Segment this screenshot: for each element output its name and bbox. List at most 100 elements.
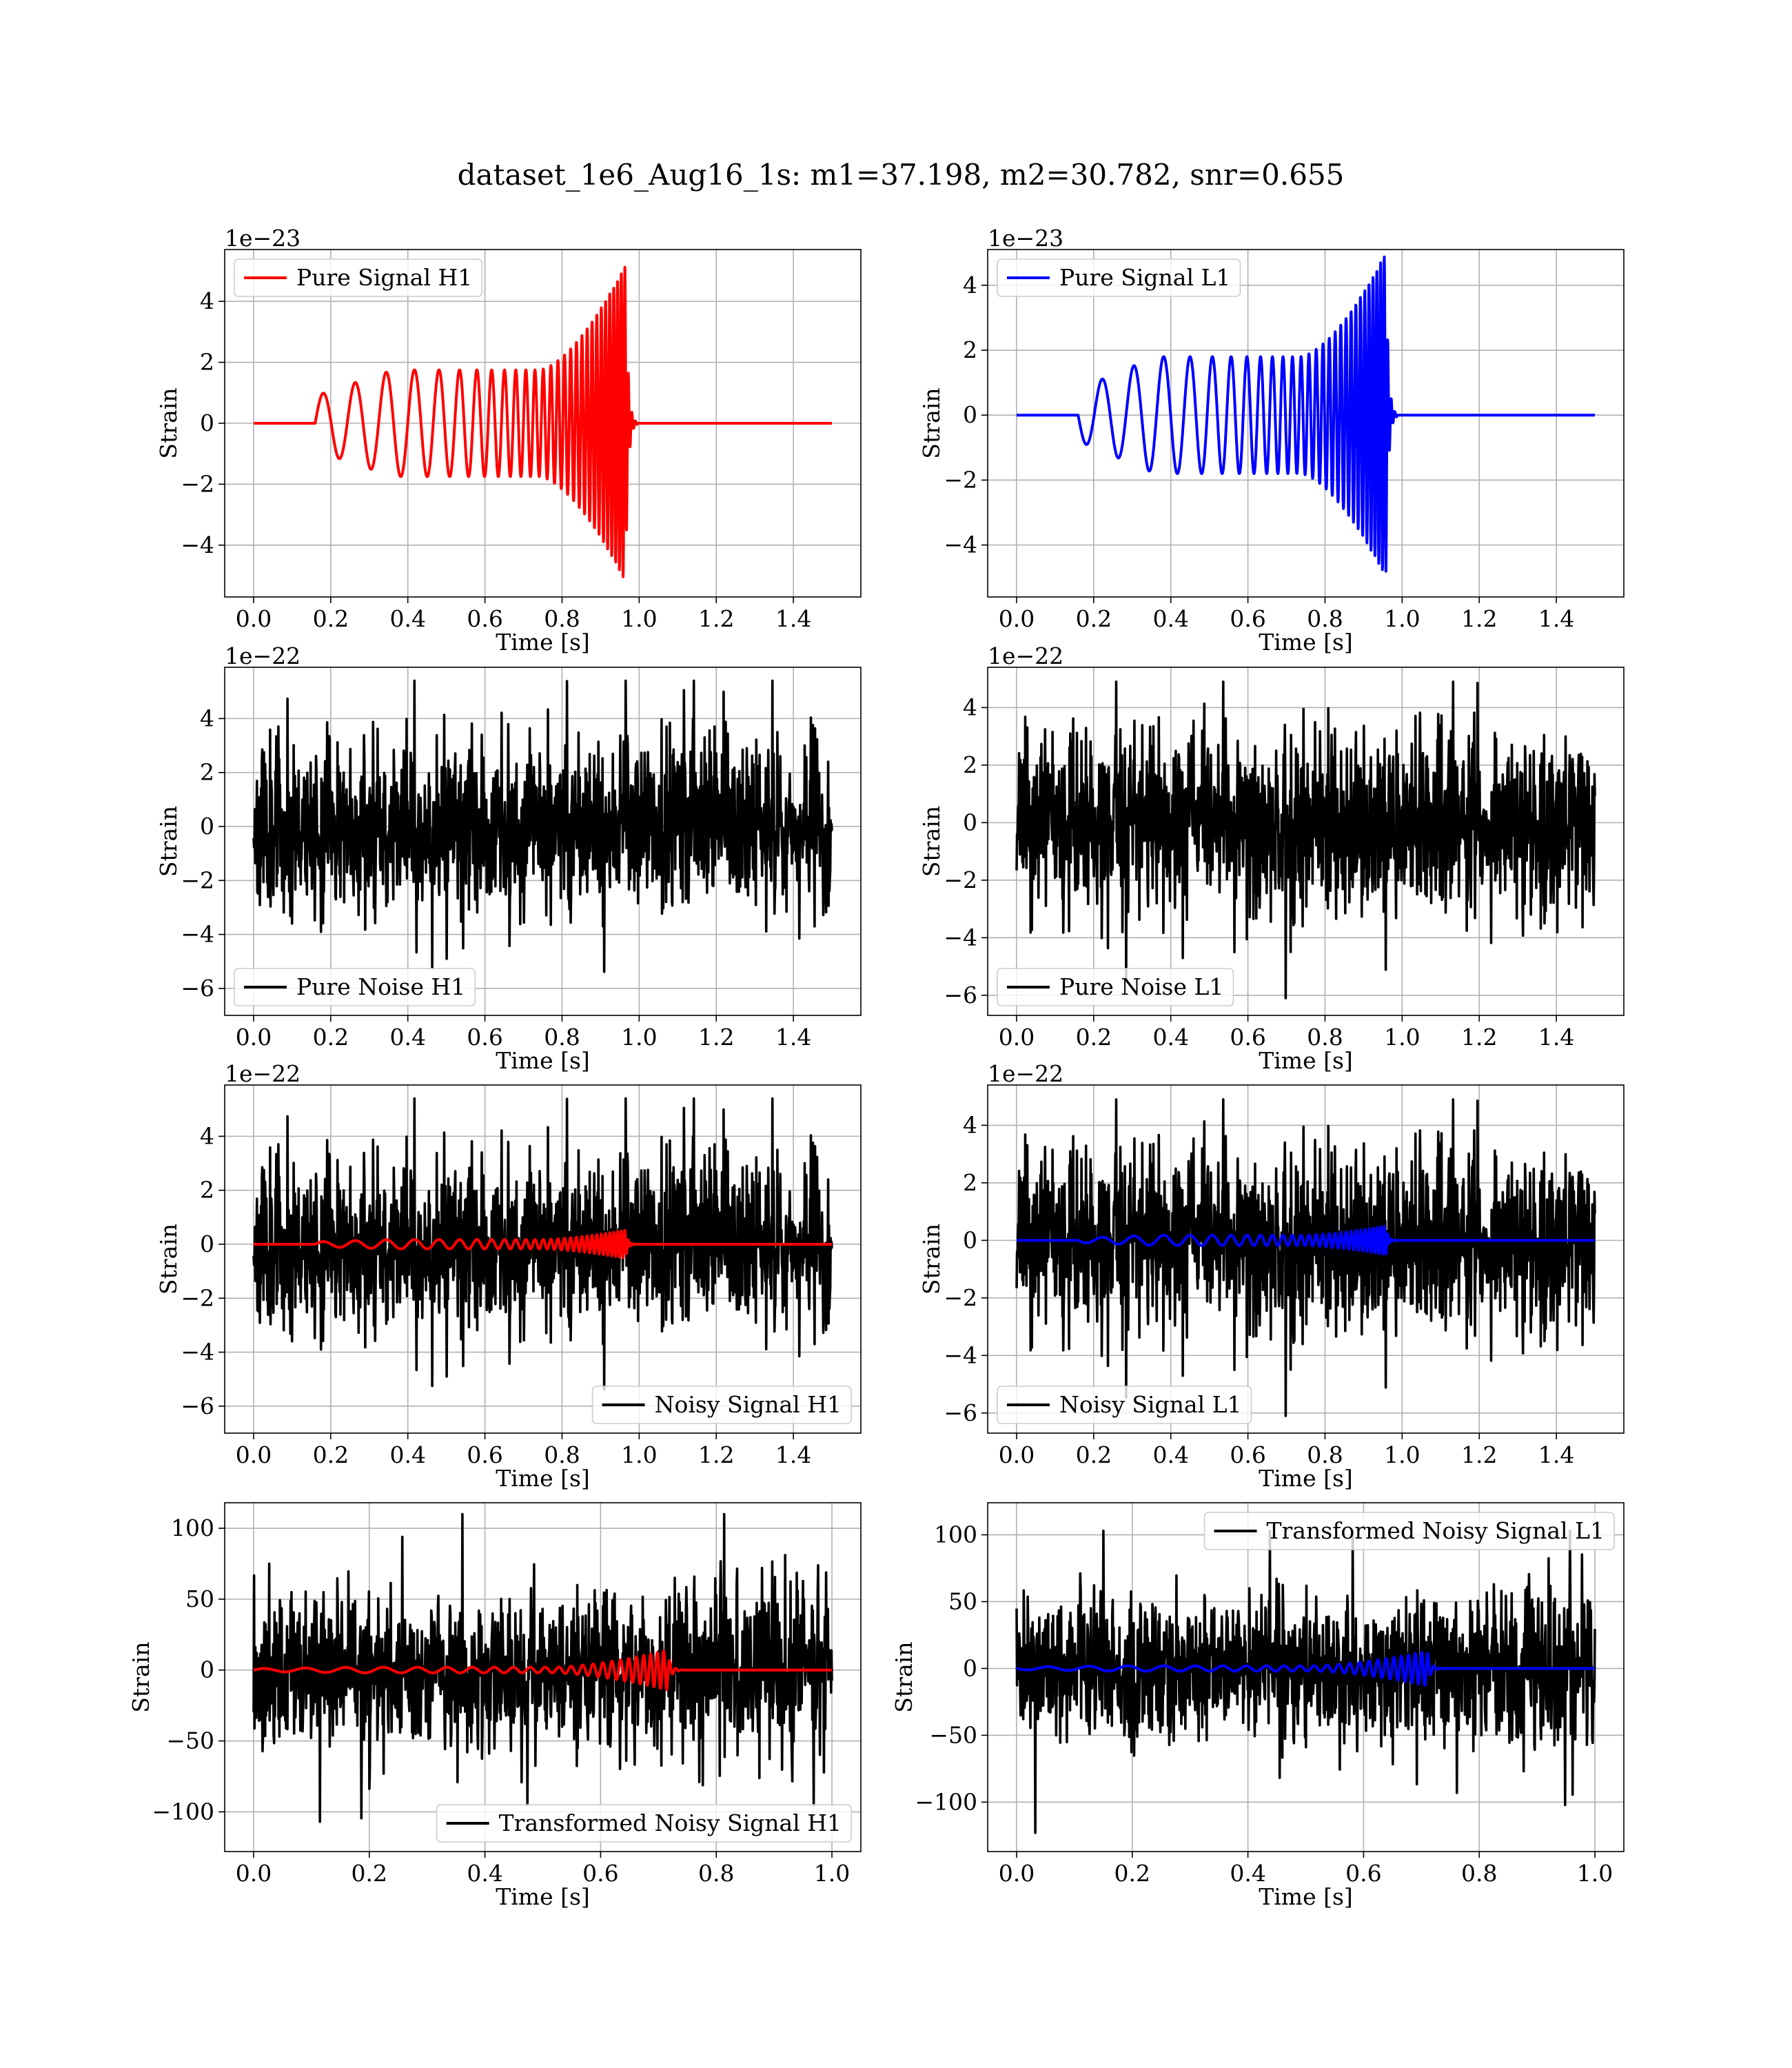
y-tick-label: 0 xyxy=(200,409,214,436)
x-tick-label: 0.2 xyxy=(1076,605,1112,632)
x-tick-label: 0.0 xyxy=(236,605,272,632)
y-axis-label: Strain xyxy=(918,806,945,877)
x-tick-label: 0.0 xyxy=(999,1860,1035,1887)
y-tick-label: 0 xyxy=(963,1226,977,1253)
legend: Noisy Signal H1 xyxy=(591,1386,852,1424)
legend: Transformed Noisy Signal L1 xyxy=(1203,1512,1615,1550)
x-tick-label: 0.4 xyxy=(389,1441,425,1468)
x-tick-label: 0.0 xyxy=(999,1024,1035,1051)
y-tick-label: −4 xyxy=(944,1341,977,1368)
x-tick-label: 1.0 xyxy=(621,1441,657,1468)
y-tick-label: 2 xyxy=(200,759,214,786)
offset-text: 1e−23 xyxy=(225,225,301,252)
x-tick-label: 1.4 xyxy=(1538,605,1574,632)
axes-frame xyxy=(987,1084,1625,1434)
subplot-pure-noise-l1: 0.0 0.2 0.4 0.6 0.8 1.0 1.2 1.4 −6 −4 −2 0 2 4 Time [s… xyxy=(918,642,1625,1074)
x-tick-label: 0.2 xyxy=(313,1024,349,1051)
subplot-grid: 0.0 0.2 0.4 0.6 0.8 1.0 1.2 1.4 −4 −2 0 2 4 Time [s] S… xyxy=(128,225,1625,1910)
y-tick-label: 4 xyxy=(200,287,214,314)
y-tick-label: 4 xyxy=(200,704,214,731)
y-tick-label: −100 xyxy=(152,1798,214,1825)
series-line-noise-0 xyxy=(252,1097,833,1391)
x-tick-label: 1.4 xyxy=(775,1024,811,1051)
x-tick-label: 1.0 xyxy=(621,1024,657,1051)
series-line-noise-0 xyxy=(1015,680,1596,1000)
plot-area xyxy=(252,1097,833,1391)
series-line-signal-0 xyxy=(252,265,833,578)
plot-area xyxy=(252,679,833,973)
legend: Pure Noise H1 xyxy=(234,968,476,1006)
subplot-transformed-noisy-signal-l1: 0.0 0.2 0.4 0.6 0.8 1.0 −100 −50 0 50 100 Time [s] S… xyxy=(890,1502,1625,1910)
x-tick-label: 0.4 xyxy=(1152,1441,1188,1468)
x-axis-label: Time [s] xyxy=(496,1047,590,1074)
y-axis-label: Strain xyxy=(918,387,945,458)
x-tick-label: 1.0 xyxy=(1384,1024,1420,1051)
legend-label: Transformed Noisy Signal L1 xyxy=(1267,1517,1605,1544)
x-tick-label: 1.0 xyxy=(814,1860,850,1887)
y-tick-label: −6 xyxy=(181,1392,214,1419)
x-tick-label: 1.0 xyxy=(1577,1860,1613,1887)
y-tick-label: −50 xyxy=(929,1721,977,1748)
legend-label: Noisy Signal L1 xyxy=(1059,1391,1242,1418)
offset-text: 1e−22 xyxy=(225,1060,301,1087)
legend-box xyxy=(1203,1512,1615,1550)
legend-box xyxy=(436,1804,852,1843)
offset-text: 1e−22 xyxy=(225,642,301,669)
series-line-signal-0 xyxy=(1015,255,1596,573)
y-tick-label: 0 xyxy=(200,1656,214,1683)
offset-text: 1e−23 xyxy=(988,225,1063,252)
x-tick-label: 1.2 xyxy=(1461,605,1497,632)
figure-title: dataset_1e6_Aug16_1s: m1=37.198, m2=30.7… xyxy=(458,158,1345,192)
y-tick-label: 2 xyxy=(963,336,977,363)
x-tick-label: 0.8 xyxy=(1307,605,1343,632)
y-tick-label: −6 xyxy=(944,982,977,1008)
x-tick-label: 0.8 xyxy=(1307,1024,1343,1051)
axes-frame xyxy=(987,667,1625,1016)
y-axis-label: Strain xyxy=(918,1224,945,1295)
x-tick-label: 0.0 xyxy=(999,605,1035,632)
plot-area xyxy=(252,265,833,578)
legend: Pure Noise L1 xyxy=(997,968,1234,1006)
x-tick-label: 0.2 xyxy=(352,1860,387,1887)
legend-box xyxy=(234,258,483,297)
y-axis-label: Strain xyxy=(155,1224,182,1295)
legend-label: Pure Signal H1 xyxy=(296,264,472,291)
y-tick-label: 4 xyxy=(963,1111,977,1138)
x-tick-label: 0.2 xyxy=(1114,1860,1150,1887)
legend-label: Pure Signal L1 xyxy=(1059,264,1230,291)
x-tick-label: 0.6 xyxy=(467,605,502,632)
plot-area xyxy=(1015,680,1596,1000)
legend-box xyxy=(591,1386,852,1424)
x-tick-label: 0.6 xyxy=(467,1024,502,1051)
x-tick-label: 0.2 xyxy=(313,605,349,632)
y-tick-label: 100 xyxy=(934,1521,977,1548)
y-tick-label: 0 xyxy=(200,1230,214,1257)
axes-frame xyxy=(987,249,1625,598)
legend-label: Transformed Noisy Signal H1 xyxy=(499,1810,842,1836)
x-tick-label: 0.4 xyxy=(1152,605,1188,632)
y-tick-label: −2 xyxy=(181,470,214,497)
y-tick-label: −6 xyxy=(181,975,214,1002)
x-tick-label: 0.4 xyxy=(389,605,425,632)
axes-frame xyxy=(987,1502,1625,1852)
series-line-noise-0 xyxy=(1015,1529,1596,1834)
x-tick-label: 0.6 xyxy=(582,1860,618,1887)
x-axis-label: Time [s] xyxy=(1259,1883,1353,1910)
x-tick-label: 0.8 xyxy=(1461,1860,1497,1887)
x-axis-label: Time [s] xyxy=(496,1883,590,1910)
y-tick-label: 2 xyxy=(200,1177,214,1204)
legend-box xyxy=(234,968,476,1006)
x-tick-label: 1.4 xyxy=(1538,1441,1574,1468)
series-line-noise-0 xyxy=(252,1512,833,1823)
subplot-noisy-signal-l1: 0.0 0.2 0.4 0.6 0.8 1.0 1.2 1.4 −6 −4 −2 0 2 4 Time [s… xyxy=(918,1060,1625,1492)
y-tick-label: 100 xyxy=(171,1514,214,1541)
series-line-noise-0 xyxy=(252,679,833,973)
x-tick-label: 1.4 xyxy=(775,1441,811,1468)
y-tick-label: 2 xyxy=(200,349,214,376)
subplot-pure-signal-l1: 0.0 0.2 0.4 0.6 0.8 1.0 1.2 1.4 −4 −2 0 2 4 Time [s] S… xyxy=(918,225,1625,656)
legend: Noisy Signal L1 xyxy=(997,1386,1252,1424)
y-tick-label: −2 xyxy=(944,1284,977,1311)
x-tick-label: 0.4 xyxy=(467,1860,502,1887)
y-axis-label: Strain xyxy=(155,387,182,458)
x-tick-label: 0.6 xyxy=(1345,1860,1381,1887)
